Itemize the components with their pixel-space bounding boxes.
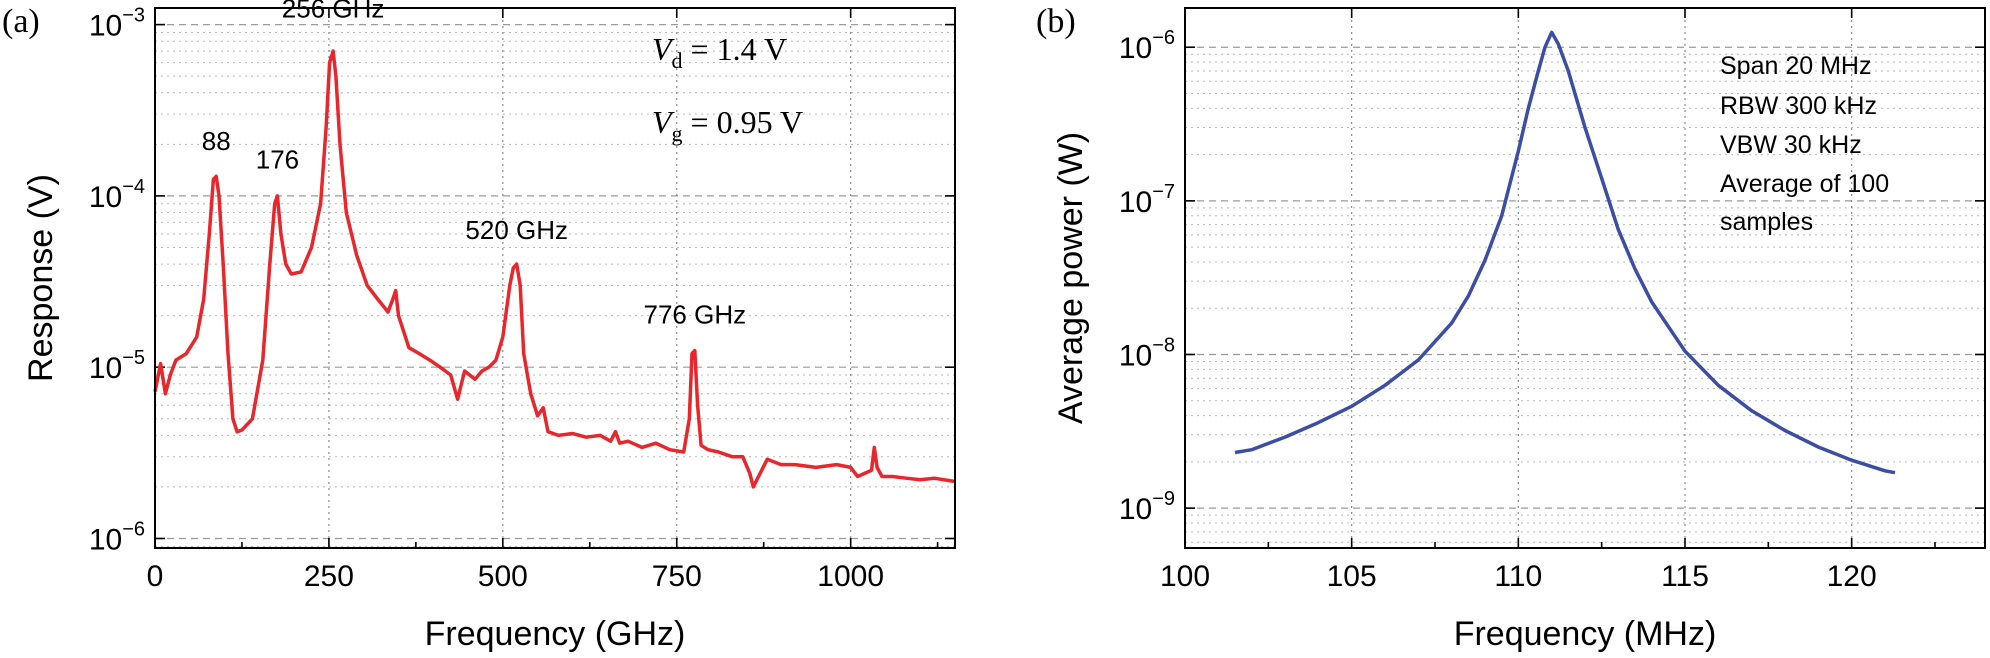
x-tick-label: 100 <box>1160 560 1210 593</box>
measurement-settings: Span 20 MHz RBW 300 kHz VBW 30 kHz Avera… <box>1720 52 1889 236</box>
x-tick-label: 250 <box>304 560 354 593</box>
info-line-average: Average of 100 <box>1720 170 1889 198</box>
panel-b-x-ticks: 100 105 110 115 120 <box>1160 8 1936 593</box>
y-tick-label: 10−8 <box>1119 334 1175 372</box>
panel-b-x-axis-label: Frequency (MHz) <box>1454 615 1717 653</box>
x-tick-label: 105 <box>1327 560 1377 593</box>
condition-vd-subscript: d <box>672 48 683 73</box>
panel-a-x-axis-label: Frequency (GHz) <box>425 615 686 653</box>
condition-vd: Vd = 1.4 V <box>652 31 787 73</box>
y-tick-label: 10−4 <box>89 176 145 214</box>
peak-annotation: 776 GHz <box>644 299 747 329</box>
peak-annotation: 176 <box>256 144 299 174</box>
panel-a-y-axis-label: Response (V) <box>22 174 60 382</box>
panel-b-label: (b) <box>1036 3 1076 40</box>
peak-annotation: 88 <box>202 126 231 156</box>
x-tick-label: 115 <box>1661 560 1709 593</box>
y-tick-label: 10−7 <box>1119 181 1175 219</box>
x-tick-label: 1000 <box>817 560 884 593</box>
panel-a-x-ticks: 0 250 500 750 1000 <box>147 8 939 593</box>
y-tick-label: 10−9 <box>1119 488 1175 526</box>
panel-b-frame <box>1184 7 1986 549</box>
condition-vd-symbol: V <box>652 31 675 67</box>
peak-annotation: 256 GHz <box>282 0 385 24</box>
panel-a-frame <box>154 7 956 549</box>
info-line-vbw: VBW 30 kHz <box>1720 131 1862 159</box>
y-tick-label: 10−3 <box>89 5 145 43</box>
condition-vg-symbol: V <box>652 104 675 140</box>
panel-a-series <box>153 49 956 489</box>
series-line <box>153 49 956 489</box>
panel-b-grid <box>1185 8 1985 548</box>
info-line-samples: samples <box>1720 208 1813 236</box>
peak-annotation: 520 GHz <box>465 215 568 245</box>
condition-vd-value: = 1.4 V <box>683 31 788 67</box>
panel-a-grid <box>155 8 955 548</box>
x-tick-label: 110 <box>1494 560 1542 593</box>
panel-b-series <box>1234 30 1896 475</box>
panel-b-y-axis-label: Average power (W) <box>1052 132 1090 424</box>
panel-a-annotations: 88 176 256 GHz 520 GHz 776 GHz <box>202 0 746 329</box>
chart-panel-b: (b) 100 105 110 115 120 10−9 10−8 10−7 10−6 Spa… <box>1036 3 1986 653</box>
panel-a-y-ticks: 10−6 10−5 10−4 10−3 <box>89 5 955 556</box>
info-line-rbw: RBW 300 kHz <box>1720 92 1877 120</box>
x-tick-label: 0 <box>147 560 164 593</box>
condition-vg-value: = 0.95 V <box>683 104 804 140</box>
x-tick-label: 750 <box>652 560 702 593</box>
panel-b-y-ticks: 10−9 10−8 10−7 10−6 <box>1119 27 1985 526</box>
panel-a-label: (a) <box>2 3 40 40</box>
condition-vg: Vg = 0.95 V <box>652 104 803 146</box>
x-tick-label: 120 <box>1827 560 1877 593</box>
y-tick-label: 10−6 <box>1119 27 1175 65</box>
chart-panel-a: (a) 0 250 500 750 1000 10−6 10−5 10−4 10−3 88 17… <box>2 0 956 653</box>
series-line <box>1234 30 1896 475</box>
y-tick-label: 10−6 <box>89 518 145 556</box>
x-tick-label: 500 <box>478 560 528 593</box>
info-line-span: Span 20 MHz <box>1720 52 1871 80</box>
y-tick-label: 10−5 <box>89 347 145 385</box>
condition-vg-subscript: g <box>672 121 683 146</box>
